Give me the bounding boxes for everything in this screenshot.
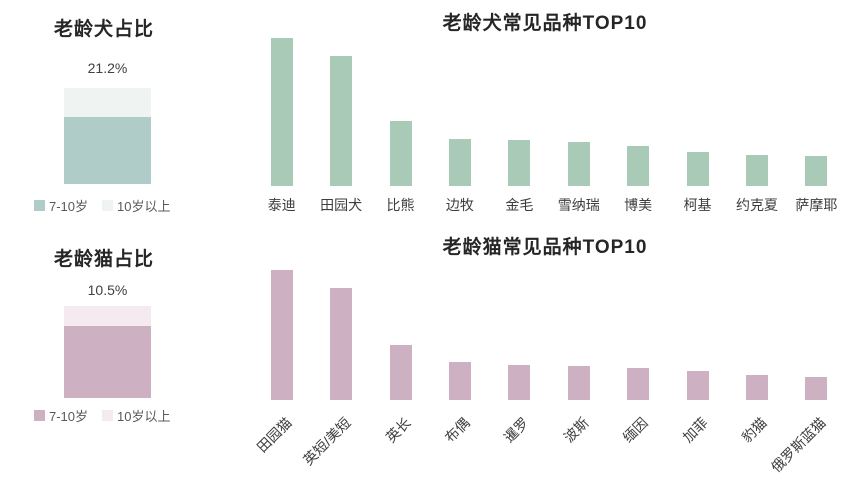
bar [270, 270, 293, 400]
bar-column: 英短/美短 [300, 270, 370, 468]
dog-breeds-chart: 老龄犬常见品种TOP10 泰迪 田园犬 比熊 边牧 金毛 雪纳瑞 博美 柯基 约克夏 萨摩耶 [238, 0, 852, 226]
cat-share-title: 老龄猫占比 [54, 249, 155, 270]
bar-column: 田园犬 [311, 38, 370, 213]
dog-share-stacked-bar [64, 88, 151, 184]
bar [389, 345, 412, 400]
cat-breeds-plot: 田园猫 英短/美短 英长 布偶 暹罗 波斯 缅因 加菲 豹猫 俄罗斯蓝猫 [252, 270, 846, 475]
legend-label: 10岁以上 [117, 199, 171, 214]
bar [330, 55, 353, 186]
legend-swatch [34, 410, 45, 421]
bar [448, 362, 471, 400]
bar-column: 田园猫 [252, 270, 311, 455]
bar [508, 364, 531, 400]
cat-share-chart: 老龄猫占比 10.5% 7-10岁 10岁以上 [20, 234, 235, 478]
bar [567, 366, 590, 400]
legend-item: 7-10岁 [34, 196, 88, 215]
category-label: 田园猫 [253, 414, 295, 456]
bar-column: 博美 [608, 38, 667, 213]
bar [686, 151, 709, 186]
category-label: 比熊 [386, 197, 415, 213]
category-label: 布偶 [441, 414, 473, 446]
bar-column: 波斯 [549, 270, 608, 446]
share-bar-segment [64, 116, 151, 184]
category-label: 约克夏 [735, 197, 778, 213]
category-label: 俄罗斯蓝猫 [768, 414, 830, 476]
legend-item: 10岁以上 [102, 406, 171, 425]
category-label: 英长 [382, 414, 414, 446]
cat-share-legend: 7-10岁 10岁以上 [34, 406, 171, 425]
category-label: 暹罗 [500, 414, 533, 446]
bar-column: 金毛 [490, 38, 549, 213]
bar [745, 375, 768, 400]
cat-share-stacked-bar [64, 306, 151, 398]
bar-column: 雪纳瑞 [549, 38, 608, 213]
legend-label: 7-10岁 [49, 409, 89, 424]
category-label: 金毛 [505, 197, 534, 213]
legend-swatch [34, 200, 45, 211]
bar [330, 288, 353, 400]
bar [508, 140, 531, 186]
bar [805, 376, 828, 400]
bar-column: 萨摩耶 [787, 38, 846, 213]
share-bar-segment [64, 88, 151, 117]
bar [567, 141, 590, 186]
bar-column: 比熊 [371, 38, 430, 213]
share-bar-segment [64, 306, 151, 327]
bar-column: 缅因 [608, 270, 667, 446]
category-label: 泰迪 [267, 197, 296, 213]
dog-share-title: 老龄犬占比 [54, 19, 155, 40]
bar [627, 146, 650, 186]
cat-share-total-label: 10.5% [87, 282, 128, 298]
bar [686, 371, 709, 400]
cat-breeds-chart: 老龄猫常见品种TOP10 田园猫 英短/美短 英长 布偶 暹罗 波斯 缅因 加菲 豹猫 俄罗斯蓝猫 [238, 226, 852, 478]
legend-label: 7-10岁 [49, 199, 89, 214]
bar-column: 英长 [371, 270, 430, 446]
bar-column: 豹猫 [727, 270, 786, 446]
category-label: 博美 [624, 197, 653, 213]
category-label: 豹猫 [738, 414, 770, 446]
share-bar-segment [64, 326, 151, 398]
category-label: 柯基 [683, 197, 712, 213]
dog-breeds-plot: 泰迪 田园犬 比熊 边牧 金毛 雪纳瑞 博美 柯基 约克夏 萨摩耶 [252, 38, 846, 213]
bar [448, 138, 471, 186]
bar-column: 柯基 [668, 38, 727, 213]
legend-label: 10岁以上 [117, 409, 171, 424]
category-label: 雪纳瑞 [557, 197, 600, 213]
legend-item: 10岁以上 [102, 196, 171, 215]
category-label: 英短/美短 [300, 414, 354, 469]
legend-swatch [102, 200, 114, 211]
bar-column: 俄罗斯蓝猫 [768, 270, 846, 475]
category-label: 波斯 [560, 414, 592, 446]
category-label: 加菲 [679, 414, 711, 446]
category-label: 边牧 [445, 197, 474, 213]
cat-breeds-title: 老龄猫常见品种TOP10 [442, 237, 648, 258]
bar-column: 暹罗 [490, 270, 549, 446]
legend-swatch [102, 410, 114, 421]
bar-column: 约克夏 [727, 38, 786, 213]
category-label: 萨摩耶 [795, 197, 838, 213]
category-label: 田园犬 [320, 197, 363, 213]
dog-share-total-label: 21.2% [87, 60, 128, 76]
category-label: 缅因 [619, 414, 651, 446]
dog-share-legend: 7-10岁 10岁以上 [34, 196, 171, 215]
bar [805, 156, 828, 186]
bar [270, 38, 293, 186]
bar-column: 边牧 [430, 38, 489, 213]
bar [627, 367, 650, 400]
dog-breeds-title: 老龄犬常见品种TOP10 [442, 13, 648, 34]
bar [389, 120, 412, 186]
legend-item: 7-10岁 [34, 406, 88, 425]
dog-share-chart: 老龄犬占比 21.2% 7-10岁 10岁以上 [20, 8, 235, 226]
bar [745, 154, 768, 186]
bar-column: 布偶 [430, 270, 489, 446]
bar-column: 加菲 [668, 270, 727, 446]
bar-column: 泰迪 [252, 38, 311, 213]
